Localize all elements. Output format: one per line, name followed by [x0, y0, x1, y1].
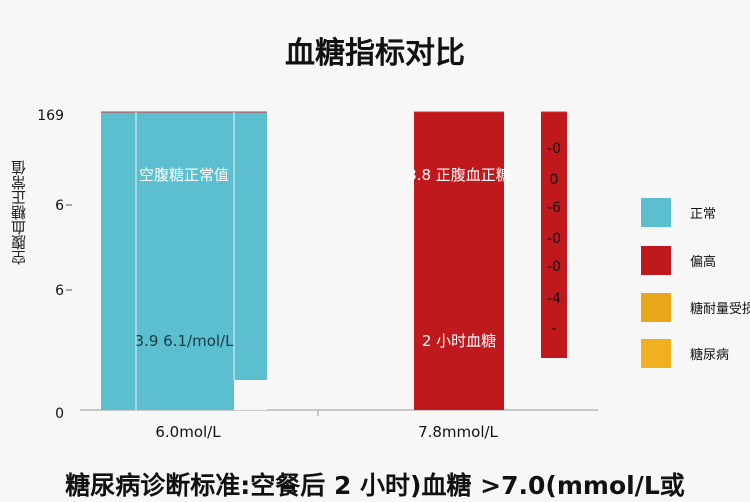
side-label: -: [551, 321, 556, 337]
y-tick-label: 6: [55, 283, 64, 299]
legend-swatch: [641, 246, 671, 275]
side-label: -0: [547, 259, 561, 275]
y-tick-label: 169: [37, 108, 64, 124]
bars: 空腹糖正常值 3.9 6.1/mol/L 3.8 正腹血正糖 2 小时血糖: [101, 111, 567, 410]
bar-bottom-label: 3.9 6.1/mol/L: [135, 332, 235, 350]
x-category-label: 7.8mmol/L: [418, 423, 498, 441]
bar-bottom-label: 2 小时血糖: [422, 332, 496, 350]
side-label: -6: [547, 200, 561, 216]
bar: [234, 112, 267, 380]
side-label: -4: [547, 291, 561, 307]
x-category-label: 6.0mol/L: [155, 423, 221, 441]
y-tick-label: 6: [55, 198, 64, 214]
bar: [541, 112, 567, 358]
side-label: 0: [550, 172, 559, 188]
legend-label: 糖耐量受损: [690, 301, 750, 317]
legend-swatch: [641, 293, 671, 322]
bar-notch: [234, 380, 267, 410]
legend-swatch: [641, 339, 671, 368]
axes: [80, 409, 598, 416]
bar: [414, 112, 504, 410]
legend-label: 偏高: [690, 254, 716, 270]
chart-subtitle: 糖尿病诊断标准:空餐后 2 小时)血糖 >7.0(mmol/L或: [65, 471, 685, 500]
side-label: -0: [547, 231, 561, 247]
legend-label: 正常: [690, 207, 716, 222]
x-categories: 6.0mol/L 7.8mmol/L: [155, 423, 498, 441]
side-labels: -0 0 -6 -0 -0 -4 -: [547, 141, 561, 337]
y-tick-label: 0: [55, 406, 64, 422]
legend-label: 糖尿病: [690, 347, 729, 363]
bar-top-label: 空腹糖正常值: [139, 166, 229, 184]
legend-swatch: [641, 198, 671, 227]
y-ticks: 0 6 6 169: [37, 108, 72, 422]
chart-title: 血糖指标对比: [285, 36, 465, 71]
bar-top-label: 3.8 正腹血正糖: [407, 166, 511, 184]
side-label: -0: [547, 141, 561, 157]
